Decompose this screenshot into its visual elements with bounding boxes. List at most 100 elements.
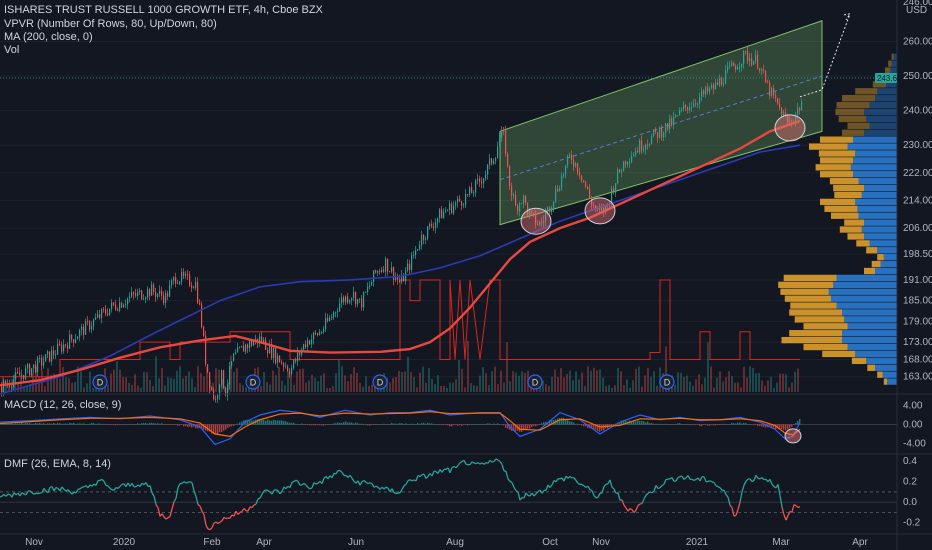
dmf-line-segment [375,485,379,488]
macd-histogram-bar [455,424,457,426]
candle-body [629,161,631,163]
dmf-line-segment [351,477,355,482]
volume-bar [200,373,202,392]
dmf-line-segment [77,488,81,491]
candle-body [323,329,325,333]
vpvr-bar-up [842,336,897,344]
candle-body [219,384,221,396]
dmf-line-segment [755,474,759,479]
candle-body [233,354,235,362]
dmf-line-segment [425,475,429,479]
macd-histogram-bar [433,424,435,425]
vpvr-bar-up [842,330,897,337]
macd-histogram-bar [497,423,499,425]
dmf-line-segment [41,488,45,493]
candle-body [735,66,737,70]
vpvr-bar-up [853,136,897,143]
volume-bar [392,377,394,392]
macd-highlight-circle[interactable] [784,428,802,444]
volume-bar [140,387,142,392]
macd-legend[interactable]: MACD (12, 26, close, 9) [4,399,121,411]
dmf-line-segment [779,495,783,507]
price-channel[interactable] [499,20,823,226]
dividend-marker[interactable] [659,374,675,390]
macd-pane[interactable] [0,409,897,446]
macd-histogram-bar [763,424,765,427]
ma-legend[interactable]: MA (200, close, 0) [4,31,93,43]
blue-trend-line[interactable] [0,144,801,395]
volume-bar [29,383,31,392]
ma-200-line[interactable] [0,119,801,387]
candle-body [45,354,47,362]
price-axis-label: 206.00 [903,223,932,234]
candle-body [181,271,183,282]
dmf-line-segment [647,491,651,494]
macd-histogram-bar [91,422,93,425]
dividend-marker[interactable] [372,374,388,390]
volume-bar [689,381,691,392]
macd-histogram-bar [581,424,583,426]
projection-path[interactable] [799,13,851,98]
macd-histogram-bar [685,424,687,425]
dividend-marker[interactable] [527,374,543,390]
candle-body [71,334,73,340]
macd-histogram-bar [693,424,695,425]
dmf-line-segment [5,493,9,497]
candle-body [251,340,253,346]
dmf-line-segment [501,464,505,472]
macd-histogram-bar [779,424,781,429]
macd-histogram-bar [399,423,401,425]
dmf-line-segment [555,478,559,483]
macd-histogram-bar [759,424,761,426]
dmf-line-segment [515,490,519,493]
highlight-circle[interactable] [774,114,806,142]
macd-signal-line[interactable] [0,411,801,438]
dmf-line-segment [663,479,667,485]
volume-bar [605,385,607,392]
dmf-line-segment [451,465,455,469]
dmf-line-segment [103,481,107,486]
dmf-pane[interactable] [0,458,897,531]
macd-histogram-bar [789,424,791,429]
dmf-legend[interactable]: DMF (26, EMA, 8, 14) [4,458,111,470]
candle-body [353,292,355,299]
dmf-line-segment [761,477,765,481]
highlight-circle[interactable] [584,197,616,225]
macd-line[interactable] [0,409,801,446]
dmf-line-segment [533,493,537,497]
dividend-marker-label: D [377,378,384,388]
candle-body [737,67,739,70]
macd-histogram-bar [135,424,137,425]
dividend-marker[interactable] [92,374,108,390]
volume-bar [788,387,790,392]
macd-histogram-bar [219,424,221,433]
dmf-line-segment [281,486,285,492]
vpvr-bar-up [853,171,897,178]
volume-bar [185,375,187,392]
macd-histogram-bar [515,424,517,432]
dmf-line-segment [223,516,227,520]
macd-axis-label: -4.00 [903,439,926,450]
candle-body [215,398,217,400]
vpvr-legend[interactable]: VPVR (Number Of Rows, 80, Up/Down, 80) [4,18,217,30]
macd-histogram-bar [423,422,425,425]
vol-legend[interactable]: Vol [4,44,19,56]
vpvr-bar-up [847,323,897,330]
macd-histogram-bar [499,424,501,425]
macd-histogram-bar [331,424,333,425]
volume-bar [410,372,412,392]
macd-histogram-bar [565,419,567,425]
channel-midline[interactable] [499,75,823,181]
volume-bar [179,366,181,392]
dmf-line-segment [289,482,293,488]
volume-bar [773,387,775,392]
currency-label[interactable]: USD [906,5,927,16]
macd-histogram-bar [723,423,725,425]
dividend-marker[interactable] [245,374,261,390]
highlight-circle[interactable] [520,207,552,235]
dmf-line-segment [131,482,135,488]
candle-body [91,326,93,330]
